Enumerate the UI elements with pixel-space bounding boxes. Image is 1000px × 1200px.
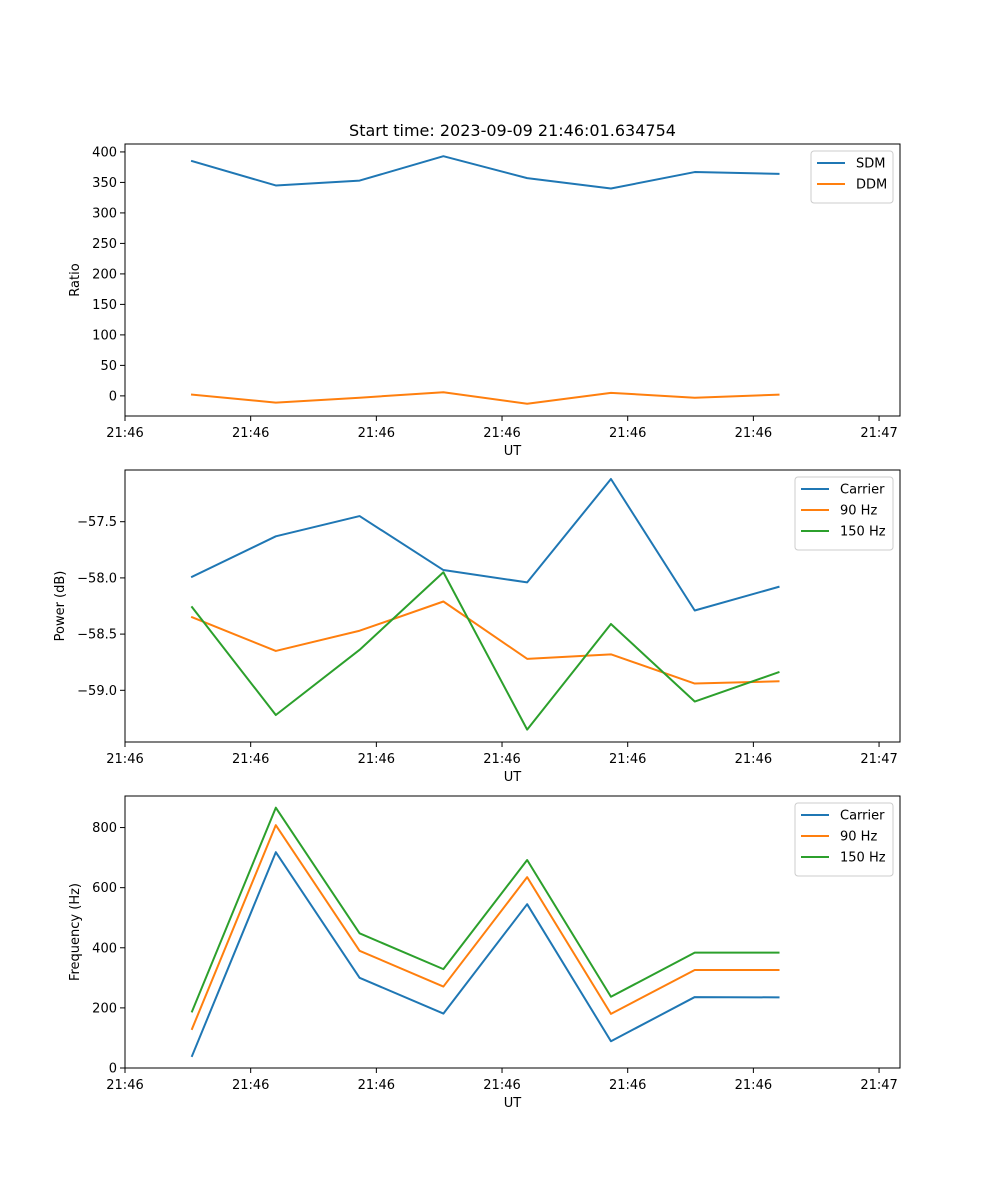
legend-label: DDM (856, 178, 887, 193)
x-tick-label: 21:47 (860, 1078, 897, 1093)
y-tick-label: 300 (92, 206, 117, 221)
x-axis-label: UT (504, 770, 522, 785)
series-line-sdm (190, 155, 780, 190)
y-tick-label: 400 (92, 941, 117, 956)
series-line-carrier (190, 851, 780, 1058)
x-tick-label: 21:46 (232, 752, 269, 767)
x-tick-label: 21:46 (483, 426, 520, 441)
x-tick-label: 21:46 (358, 426, 395, 441)
x-tick-label: 21:46 (483, 1078, 520, 1093)
y-tick-label: −58.5 (77, 628, 117, 643)
y-tick-label: −59.0 (77, 684, 117, 699)
legend-label: 150 Hz (840, 851, 886, 866)
x-tick-label: 21:46 (106, 1078, 143, 1093)
legend: Carrier 90 Hz 150 Hz (794, 476, 894, 551)
legend-label: 90 Hz (840, 504, 877, 519)
x-tick-label: 21:46 (735, 752, 772, 767)
x-tick-label: 21:46 (609, 1078, 646, 1093)
legend-label: SDM (856, 157, 885, 172)
y-tick-label: −58.0 (77, 571, 117, 586)
axes-frame (124, 795, 901, 1069)
series-line-90-hz (190, 600, 780, 685)
y-axis-label: Ratio (68, 263, 83, 296)
series-line-150-hz (190, 806, 780, 1013)
y-tick-label: 400 (92, 145, 117, 160)
y-axis-label: Frequency (Hz) (68, 883, 83, 981)
series-line-150-hz (190, 571, 780, 731)
y-tick-label: −57.5 (77, 515, 117, 530)
series-line-ddm (190, 391, 780, 405)
x-tick-label: 21:46 (106, 752, 143, 767)
x-tick-label: 21:46 (609, 752, 646, 767)
figure-title: Start time: 2023-09-09 21:46:01.634754 (349, 121, 676, 140)
axes-frame (124, 143, 901, 417)
x-tick-label: 21:46 (609, 426, 646, 441)
axes-frame (124, 469, 901, 743)
legend-label: 150 Hz (840, 525, 886, 540)
x-axis-label: UT (504, 444, 522, 459)
x-tick-label: 21:46 (735, 426, 772, 441)
y-tick-label: 200 (92, 1001, 117, 1016)
legend-label: 90 Hz (840, 830, 877, 845)
x-tick-label: 21:46 (735, 1078, 772, 1093)
x-tick-label: 21:47 (860, 752, 897, 767)
legend: Carrier 90 Hz 150 Hz (794, 802, 894, 877)
y-tick-label: 0 (109, 1062, 117, 1077)
x-tick-label: 21:46 (358, 1078, 395, 1093)
series-line-carrier (190, 477, 780, 612)
chart-panel-1: 21:46 21:46 21:46 21:46 21:46 21:46 21:47 0 50 10… (68, 143, 901, 459)
x-tick-label: 21:46 (483, 752, 520, 767)
y-tick-label: 150 (92, 298, 117, 313)
y-tick-label: 0 (109, 389, 117, 404)
x-tick-label: 21:46 (232, 426, 269, 441)
y-axis-label: Power (dB) (53, 571, 68, 642)
y-tick-label: 100 (92, 328, 117, 343)
chart-panel-2: 21:46 21:46 21:46 21:46 21:46 21:46 21:47 −59.0… (53, 469, 901, 785)
y-tick-label: 200 (92, 267, 117, 282)
y-tick-label: 600 (92, 881, 117, 896)
legend-label: Carrier (840, 809, 885, 824)
x-tick-label: 21:46 (106, 426, 143, 441)
legend-label: Carrier (840, 483, 885, 498)
legend: SDM DDM (810, 150, 894, 204)
x-tick-label: 21:46 (232, 1078, 269, 1093)
y-tick-label: 800 (92, 821, 117, 836)
series-line-90-hz (190, 824, 780, 1031)
y-tick-label: 50 (100, 359, 117, 374)
x-tick-label: 21:47 (860, 426, 897, 441)
y-tick-label: 250 (92, 237, 117, 252)
chart-panel-3: 21:46 21:46 21:46 21:46 21:46 21:46 21:47 0 200 4… (68, 795, 901, 1111)
y-tick-label: 350 (92, 176, 117, 191)
x-axis-label: UT (504, 1096, 522, 1111)
x-tick-label: 21:46 (358, 752, 395, 767)
